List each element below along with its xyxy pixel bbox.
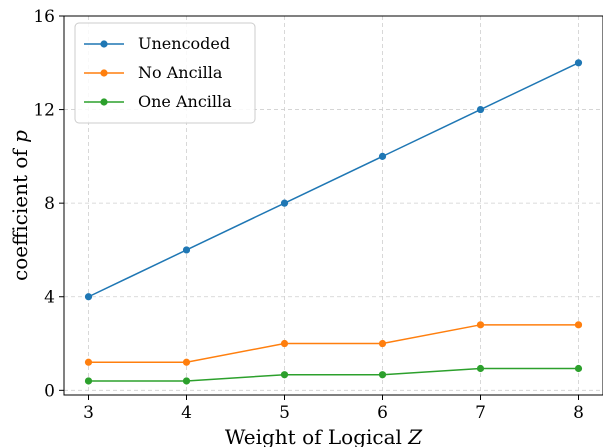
y-tick-label: 0 bbox=[44, 381, 55, 401]
y-tick-label: 8 bbox=[44, 194, 55, 214]
legend: Unencoded No Ancilla One Ancilla bbox=[74, 22, 256, 124]
legend-label: Unencoded bbox=[138, 34, 230, 53]
data-point bbox=[182, 246, 191, 254]
series-1 bbox=[84, 59, 583, 301]
data-point bbox=[182, 377, 191, 385]
data-point bbox=[84, 377, 93, 385]
x-tick-label: 7 bbox=[475, 403, 486, 423]
data-point bbox=[574, 59, 583, 67]
data-point bbox=[574, 364, 583, 373]
series-lines bbox=[84, 59, 583, 385]
series-2 bbox=[84, 321, 583, 366]
plot-frame bbox=[63, 15, 603, 396]
x-tick-label: 4 bbox=[181, 403, 192, 423]
legend-marker bbox=[100, 98, 108, 106]
series-line bbox=[88, 324, 579, 363]
data-point bbox=[182, 358, 191, 366]
data-point bbox=[574, 321, 583, 329]
y-tick-label: 4 bbox=[44, 288, 55, 308]
y-tick-label: 16 bbox=[33, 7, 55, 27]
legend-marker bbox=[100, 69, 108, 77]
series-line bbox=[88, 367, 579, 382]
data-point bbox=[84, 293, 93, 301]
data-point bbox=[378, 152, 387, 160]
data-point bbox=[280, 339, 289, 348]
data-point bbox=[378, 339, 387, 348]
data-point bbox=[476, 105, 485, 114]
series-3 bbox=[84, 364, 583, 385]
x-tick-label: 8 bbox=[573, 403, 584, 423]
series-line bbox=[88, 62, 579, 298]
legend-label: No Ancilla bbox=[138, 63, 223, 82]
data-point bbox=[280, 371, 289, 379]
x-tick-label: 5 bbox=[279, 403, 290, 423]
legend-marker bbox=[100, 40, 108, 48]
data-point bbox=[280, 199, 289, 207]
y-tick-label: 12 bbox=[33, 101, 55, 121]
x-axis-label: Weight of Logical Z bbox=[225, 425, 423, 447]
data-point bbox=[84, 358, 93, 366]
data-point bbox=[476, 364, 485, 373]
x-tick-label: 6 bbox=[377, 403, 388, 423]
data-point bbox=[476, 321, 485, 329]
legend-label: One Ancilla bbox=[138, 92, 232, 111]
data-point bbox=[378, 371, 387, 379]
y-axis-label: coefficient of p bbox=[8, 130, 32, 281]
x-tick-label: 3 bbox=[83, 403, 94, 423]
axis-ticks: 3 4 5 6 7 8 0 4 8 12 16 bbox=[33, 7, 584, 423]
legend-box bbox=[74, 22, 256, 124]
